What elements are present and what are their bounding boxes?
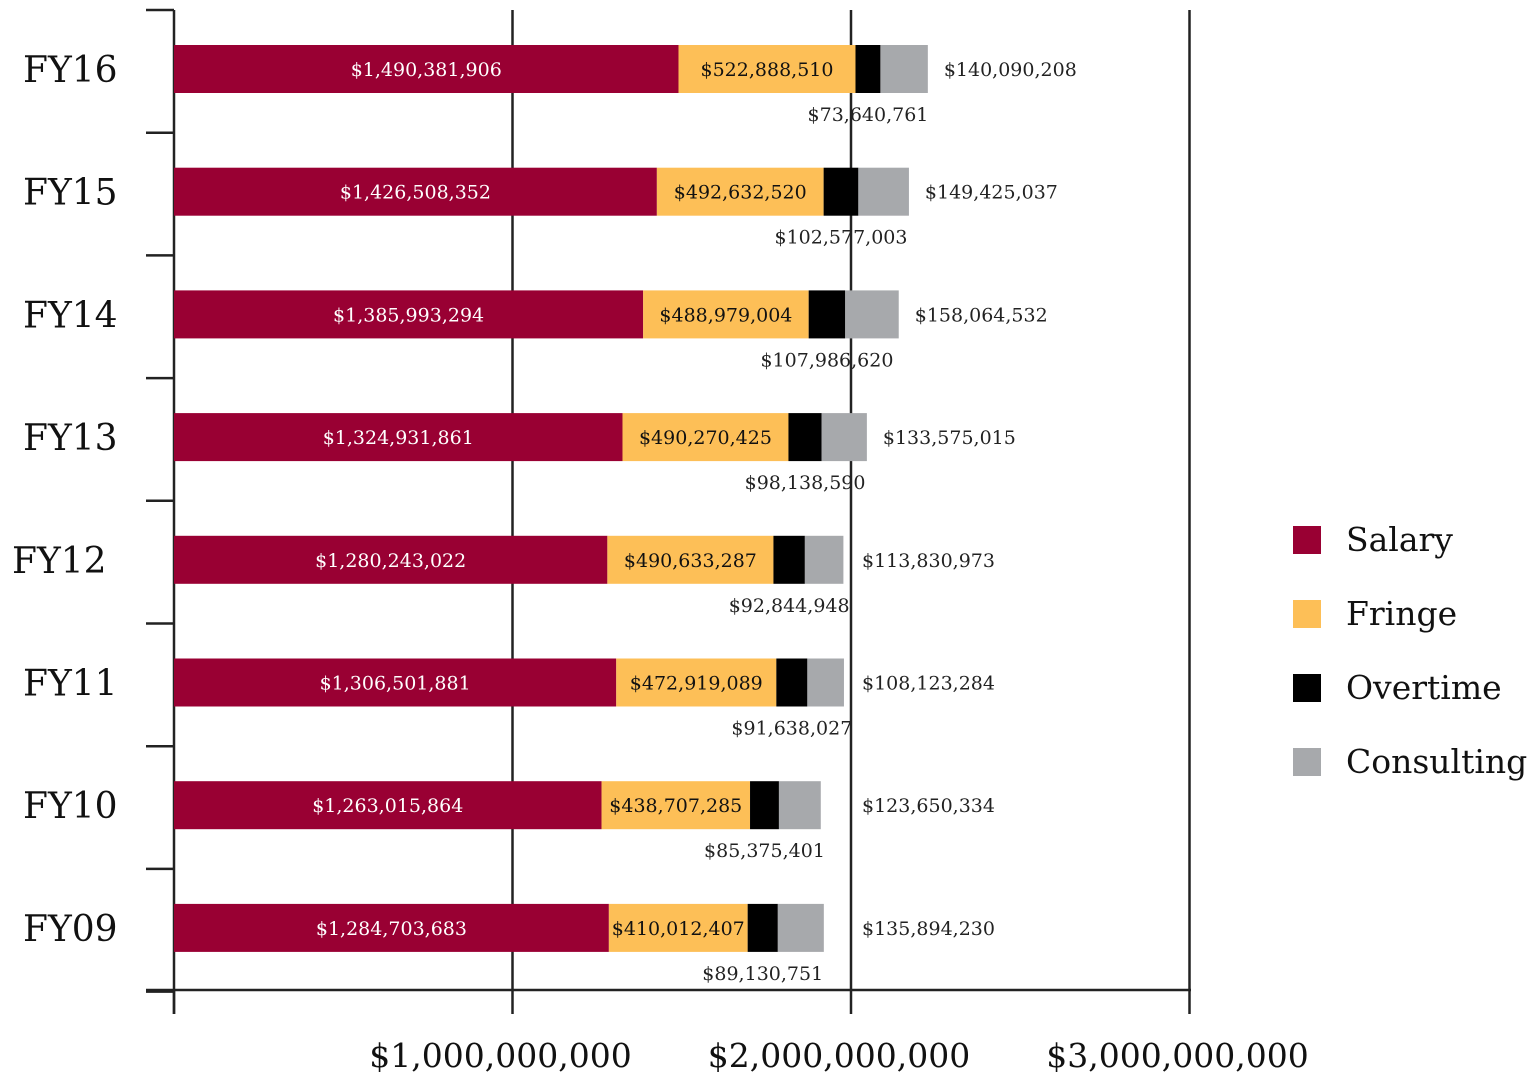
- data-label-overtime: $102,577,003: [775, 227, 908, 249]
- bar-segment-fringe: [622, 413, 789, 462]
- x-tick-labels: $1,000,000,000 $2,000,000,000 $3,000,000,0…: [369, 1036, 1308, 1073]
- legend-swatch-salary: [1293, 526, 1321, 554]
- data-label-fringe: $490,270,425: [639, 427, 772, 449]
- bar-segment-fringe: [616, 658, 777, 707]
- bar-segment-salary: [174, 535, 608, 584]
- legend-label-salary: Salary: [1346, 520, 1453, 559]
- data-label-overtime: $89,130,751: [702, 963, 823, 985]
- category-label: FY14: [23, 295, 118, 336]
- legend: Salary Fringe Overtime Consulting: [1293, 520, 1527, 781]
- bar-segment-consulting: [777, 903, 824, 952]
- data-label-overtime: $73,640,761: [808, 104, 929, 126]
- legend-swatch-consulting: [1293, 748, 1321, 776]
- data-label-overtime: $92,844,948: [729, 595, 850, 617]
- data-label-fringe: $438,707,285: [609, 795, 742, 817]
- bar-segment-consulting: [778, 781, 821, 830]
- data-label-overtime: $107,986,620: [760, 349, 893, 371]
- category-label: FY09: [23, 909, 118, 950]
- data-label-salary: $1,490,381,906: [351, 59, 502, 81]
- bar-segment-fringe: [678, 45, 856, 93]
- bar-segment-fringe: [656, 167, 824, 216]
- bar-segment-overtime: [750, 781, 779, 830]
- bar-segment-consulting: [807, 658, 844, 707]
- bar-segment-salary: [174, 413, 623, 462]
- legend-label-fringe: Fringe: [1346, 594, 1457, 633]
- bar-segment-salary: [174, 658, 617, 707]
- x-tick-label: $2,000,000,000: [708, 1036, 970, 1073]
- category-label: FY10: [23, 786, 118, 827]
- data-label-fringe: $492,632,520: [674, 182, 807, 204]
- category-label: FY15: [23, 173, 118, 214]
- category-label: FY13: [23, 418, 118, 459]
- data-label-fringe: $490,633,287: [624, 550, 757, 572]
- category-label: FY16: [23, 50, 118, 91]
- legend-label-consulting: Consulting: [1346, 742, 1527, 781]
- data-label-fringe: $472,919,089: [630, 673, 763, 695]
- bar-segment-salary: [174, 903, 609, 952]
- data-label-salary: $1,284,703,683: [316, 918, 467, 940]
- bar-segment-overtime: [776, 658, 808, 707]
- bar-segment-fringe: [643, 290, 809, 339]
- x-tick-label: $3,000,000,000: [1046, 1036, 1308, 1073]
- axes: [146, 8, 1191, 1014]
- data-label-salary: $1,385,993,294: [333, 304, 484, 326]
- data-label-overtime: $91,638,027: [731, 718, 852, 740]
- data-label-consulting: $123,650,334: [862, 795, 995, 817]
- grid-lines: [511, 10, 1191, 990]
- bar-segment-overtime: [788, 413, 822, 462]
- data-label-consulting: $158,064,532: [915, 304, 1048, 326]
- legend-swatch-overtime: [1293, 674, 1321, 702]
- data-label-salary: $1,324,931,861: [323, 427, 474, 449]
- data-label-overtime: $98,138,590: [745, 472, 866, 494]
- data-labels: $1,490,381,906 $522,888,510 $73,640,761 $14…: [312, 59, 1077, 985]
- bar-segment-salary: [174, 290, 644, 339]
- category-labels: FY16 FY15 FY14 FY13 FY12 FY11 FY10 FY09: [12, 50, 118, 950]
- data-label-fringe: $488,979,004: [659, 304, 792, 326]
- legend-swatch-fringe: [1293, 600, 1321, 628]
- data-label-salary: $1,306,501,881: [320, 673, 471, 695]
- bar-segment-overtime: [808, 290, 846, 339]
- bars: [174, 45, 928, 952]
- bar-segment-consulting: [880, 45, 928, 93]
- data-label-consulting: $135,894,230: [862, 918, 995, 940]
- x-tick-label: $1,000,000,000: [369, 1036, 631, 1073]
- category-label: FY12: [12, 541, 107, 582]
- data-label-fringe: $410,012,407: [612, 918, 745, 940]
- bar-segment-salary: [174, 167, 657, 216]
- bar-segment-overtime: [855, 45, 881, 93]
- legend-label-overtime: Overtime: [1346, 668, 1502, 707]
- bar-segment-overtime: [747, 903, 778, 952]
- data-label-fringe: $522,888,510: [701, 59, 834, 81]
- data-label-consulting: $140,090,208: [944, 59, 1077, 81]
- bar-segment-overtime: [823, 167, 859, 216]
- data-label-consulting: $108,123,284: [862, 673, 995, 695]
- bar-segment-consulting: [804, 535, 844, 584]
- data-label-consulting: $149,425,037: [925, 182, 1058, 204]
- category-label: FY11: [23, 664, 118, 705]
- bar-segment-fringe: [607, 535, 774, 584]
- data-label-overtime: $85,375,401: [704, 840, 825, 862]
- bar-segment-consulting: [845, 290, 899, 339]
- data-label-consulting: $133,575,015: [883, 427, 1016, 449]
- bar-segment-overtime: [773, 535, 805, 584]
- bar-segment-fringe: [608, 903, 748, 952]
- bar-segment-salary: [174, 45, 679, 93]
- bar-segment-fringe: [601, 781, 751, 830]
- data-label-salary: $1,280,243,022: [315, 550, 466, 572]
- bar-segment-consulting: [821, 413, 867, 462]
- bar-segment-consulting: [858, 167, 909, 216]
- bar-segment-salary: [174, 781, 602, 830]
- data-label-salary: $1,263,015,864: [312, 795, 463, 817]
- data-label-salary: $1,426,508,352: [340, 182, 491, 204]
- data-label-consulting: $113,830,973: [862, 550, 995, 572]
